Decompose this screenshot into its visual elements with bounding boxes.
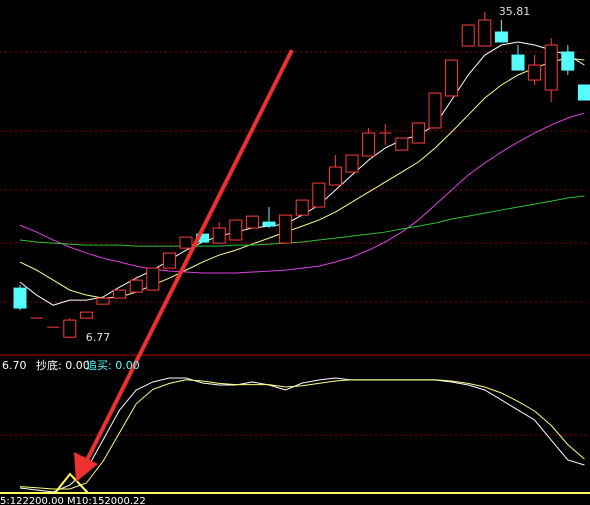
candle-body xyxy=(179,236,193,249)
indicator-label: 追买: 0.00 xyxy=(86,358,140,372)
candle-body xyxy=(113,289,127,299)
candle-body xyxy=(229,219,243,241)
candle-body xyxy=(528,64,542,81)
candle-body xyxy=(262,221,276,227)
candle-body xyxy=(212,227,226,244)
candle-body xyxy=(478,19,492,47)
candle-body xyxy=(411,122,425,144)
grid xyxy=(0,51,590,436)
arrow-head xyxy=(74,452,98,482)
candle-body xyxy=(295,199,309,216)
min-label: 6.77 xyxy=(86,331,111,344)
candle-body xyxy=(577,84,590,101)
candle-body xyxy=(544,44,558,91)
candle-body xyxy=(445,59,459,97)
candle-body xyxy=(96,297,110,305)
candle-body xyxy=(279,214,293,244)
signal-marker xyxy=(54,472,89,494)
candle-body xyxy=(511,54,525,71)
candle-body xyxy=(461,24,475,47)
line xyxy=(19,57,585,299)
candle-body xyxy=(395,137,409,151)
candle-body xyxy=(13,287,27,309)
line xyxy=(19,377,585,493)
candle-body xyxy=(79,311,93,319)
line xyxy=(19,195,585,247)
candle-body xyxy=(428,92,442,129)
indicator-value: 6.70 xyxy=(2,359,27,372)
candle-body xyxy=(129,279,143,293)
plot: 35.81 6.77 xyxy=(13,5,590,493)
candle-body xyxy=(146,267,160,291)
candle-body xyxy=(494,31,508,43)
candle-body xyxy=(561,51,575,71)
candle-body xyxy=(245,215,259,229)
candle-body xyxy=(345,154,359,173)
footer: 5:122200.00 M10:152000.22 xyxy=(0,496,146,505)
line xyxy=(19,41,585,306)
candle-body xyxy=(162,252,176,269)
candle-body xyxy=(63,319,77,338)
line xyxy=(19,112,585,274)
line xyxy=(19,379,585,490)
candle-body xyxy=(312,182,326,208)
max-label: 35.81 xyxy=(499,5,531,18)
arrow xyxy=(84,49,294,463)
indicator-label: 抄底: 0.00 xyxy=(36,358,90,372)
candle-body xyxy=(362,132,376,157)
candle-body xyxy=(328,166,342,186)
